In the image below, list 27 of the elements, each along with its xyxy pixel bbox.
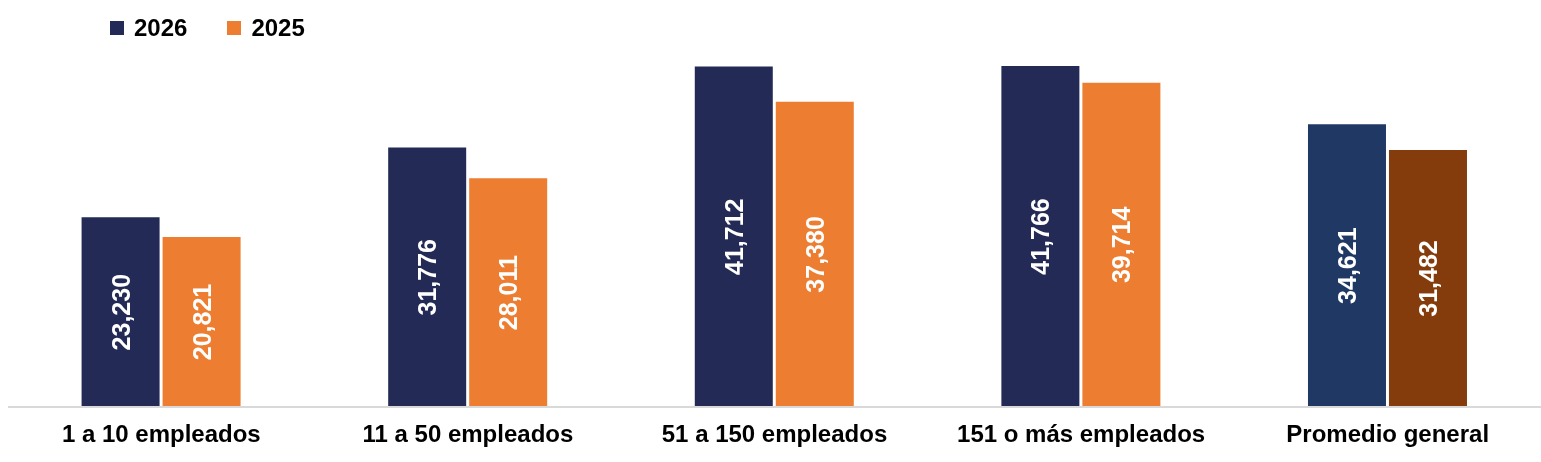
legend-label: 2026	[134, 14, 188, 42]
data-label: 34,621	[1332, 227, 1361, 304]
bar	[694, 66, 773, 407]
data-label: 31,776	[413, 239, 442, 316]
x-tick-label: Promedio general	[1286, 420, 1490, 448]
data-label: 20,821	[187, 283, 216, 361]
bar	[469, 178, 548, 407]
x-tick-label: 11 a 50 empleados	[362, 420, 574, 448]
x-tick-label: 1 a 10 empleados	[61, 420, 261, 448]
data-label: 41,712	[719, 198, 748, 275]
bar	[81, 217, 160, 407]
bar	[775, 101, 854, 407]
data-label: 41,766	[1026, 198, 1055, 275]
bar	[162, 237, 241, 407]
legend-label: 2025	[251, 14, 305, 42]
x-tick-label: 51 a 150 empleados	[661, 420, 888, 448]
bar	[1082, 82, 1161, 407]
data-label: 37,380	[800, 216, 829, 293]
bar	[388, 147, 467, 407]
data-label: 23,230	[106, 273, 135, 351]
bar	[1307, 124, 1386, 407]
x-tick-label: 151 o más empleados	[957, 420, 1206, 448]
bar	[1388, 149, 1467, 407]
data-label: 39,714	[1107, 206, 1136, 284]
data-label: 28,011	[494, 255, 523, 331]
data-label: 31,482	[1413, 240, 1442, 317]
bar	[1001, 66, 1080, 407]
